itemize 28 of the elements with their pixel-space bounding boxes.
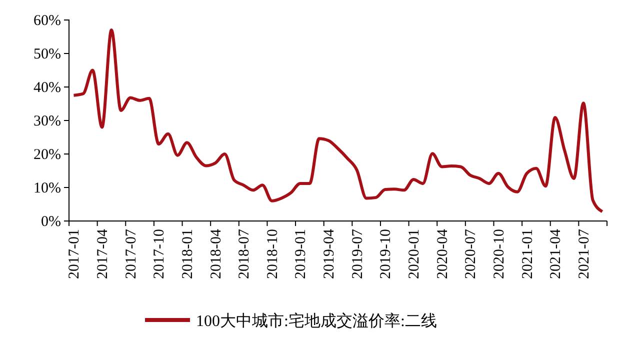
y-tick-label: 10%	[34, 180, 61, 196]
y-tick-label: 30%	[34, 113, 61, 130]
x-tick-label: 2018-04	[208, 228, 224, 279]
x-tick-label: 2018-07	[236, 228, 253, 279]
x-tick-label: 2017-07	[123, 228, 140, 279]
x-tick-label: 2019-04	[322, 228, 338, 279]
x-tick-label: 2018-01	[180, 229, 196, 279]
x-tick-label: 2017-10	[152, 229, 168, 279]
x-tick-label: 2020-01	[406, 229, 423, 279]
y-tick-label: 20%	[34, 146, 61, 163]
x-tick-label: 2020-07	[463, 228, 480, 279]
y-tick-label: 0%	[41, 214, 61, 230]
x-tick-label: 2021-04	[548, 228, 564, 279]
x-tick-label: 2018-10	[264, 229, 281, 279]
x-tick-label: 2021-01	[520, 229, 536, 279]
y-tick-label: 60%	[34, 12, 61, 29]
y-tick-label: 50%	[34, 46, 61, 62]
x-tick-label: 2019-07	[350, 228, 366, 279]
x-tick-label: 2017-01	[66, 229, 83, 279]
x-tick-label: 2017-04	[95, 228, 112, 279]
x-tick-label: 2020-04	[434, 228, 451, 279]
line-series	[72, 28, 604, 214]
x-tick-label: 2019-10	[378, 229, 394, 279]
x-tick-label: 2021-07	[576, 228, 592, 279]
y-tick-label: 40%	[34, 80, 61, 96]
x-tick-label: 2019-01	[293, 229, 310, 279]
legend-label: 100大中城市:宅地成交溢价率:二线	[196, 312, 437, 330]
x-tick-label: 2020-10	[491, 229, 508, 279]
